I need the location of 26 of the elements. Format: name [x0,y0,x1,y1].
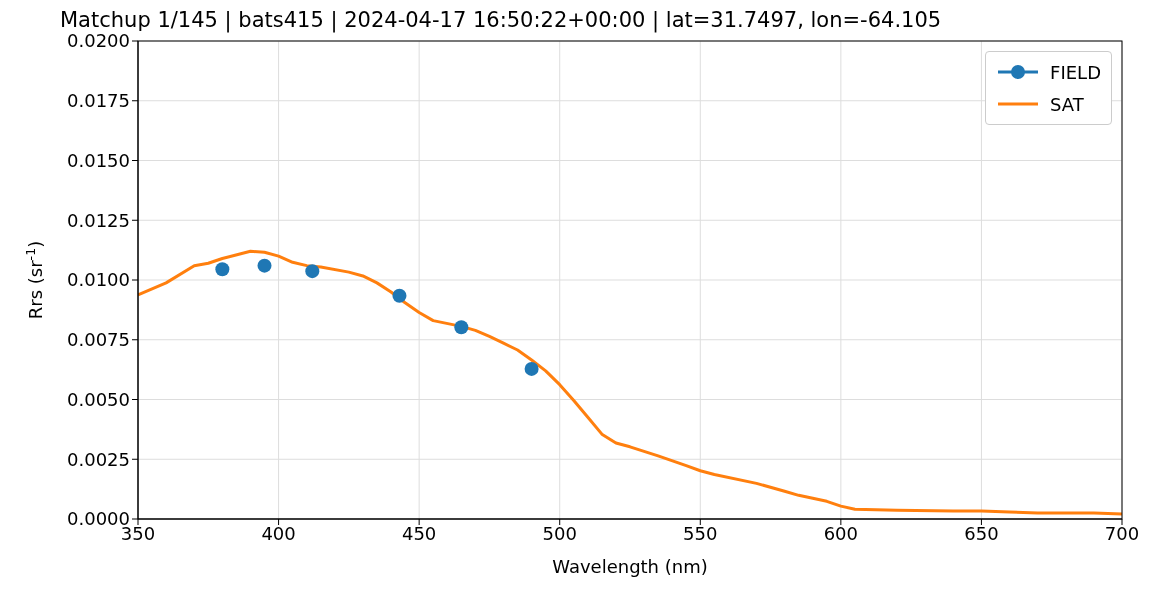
y-tick-label: 0.0075 [67,329,130,351]
y-tick-label: 0.0125 [67,209,130,231]
point [305,264,320,279]
x-tick-label: 650 [964,522,999,544]
x-tick-label: 400 [261,522,296,544]
x-tick-label: 550 [683,522,718,544]
y-tick-label: 0.0100 [67,269,130,291]
y-tick-label: 0.0175 [67,90,130,112]
point [454,320,469,335]
legend-label: FIELD [1050,61,1101,83]
y-tick-label: 0.0150 [67,149,130,171]
legend-label: SAT [1050,93,1084,115]
x-tick-label: 450 [401,522,437,544]
y-tick-label: 0.0200 [67,30,130,52]
point [392,288,407,303]
x-tick-label: 700 [1104,522,1140,544]
y-tick-label: 0.0025 [67,448,130,470]
line-series [138,249,1122,516]
x-tick-label: 500 [542,522,577,544]
point [215,262,230,277]
x-axis-title: Wavelength (nm) [552,556,708,577]
chart-title: Matchup 1/145 | bats415 | 2024-04-17 16:50:22+00:00 | lat=31.7497, lon=-64.105 [60,8,942,32]
x-tick-label: 600 [823,522,859,544]
point [257,258,272,273]
point [524,361,539,376]
y-tick-label: 0.0050 [67,388,130,410]
